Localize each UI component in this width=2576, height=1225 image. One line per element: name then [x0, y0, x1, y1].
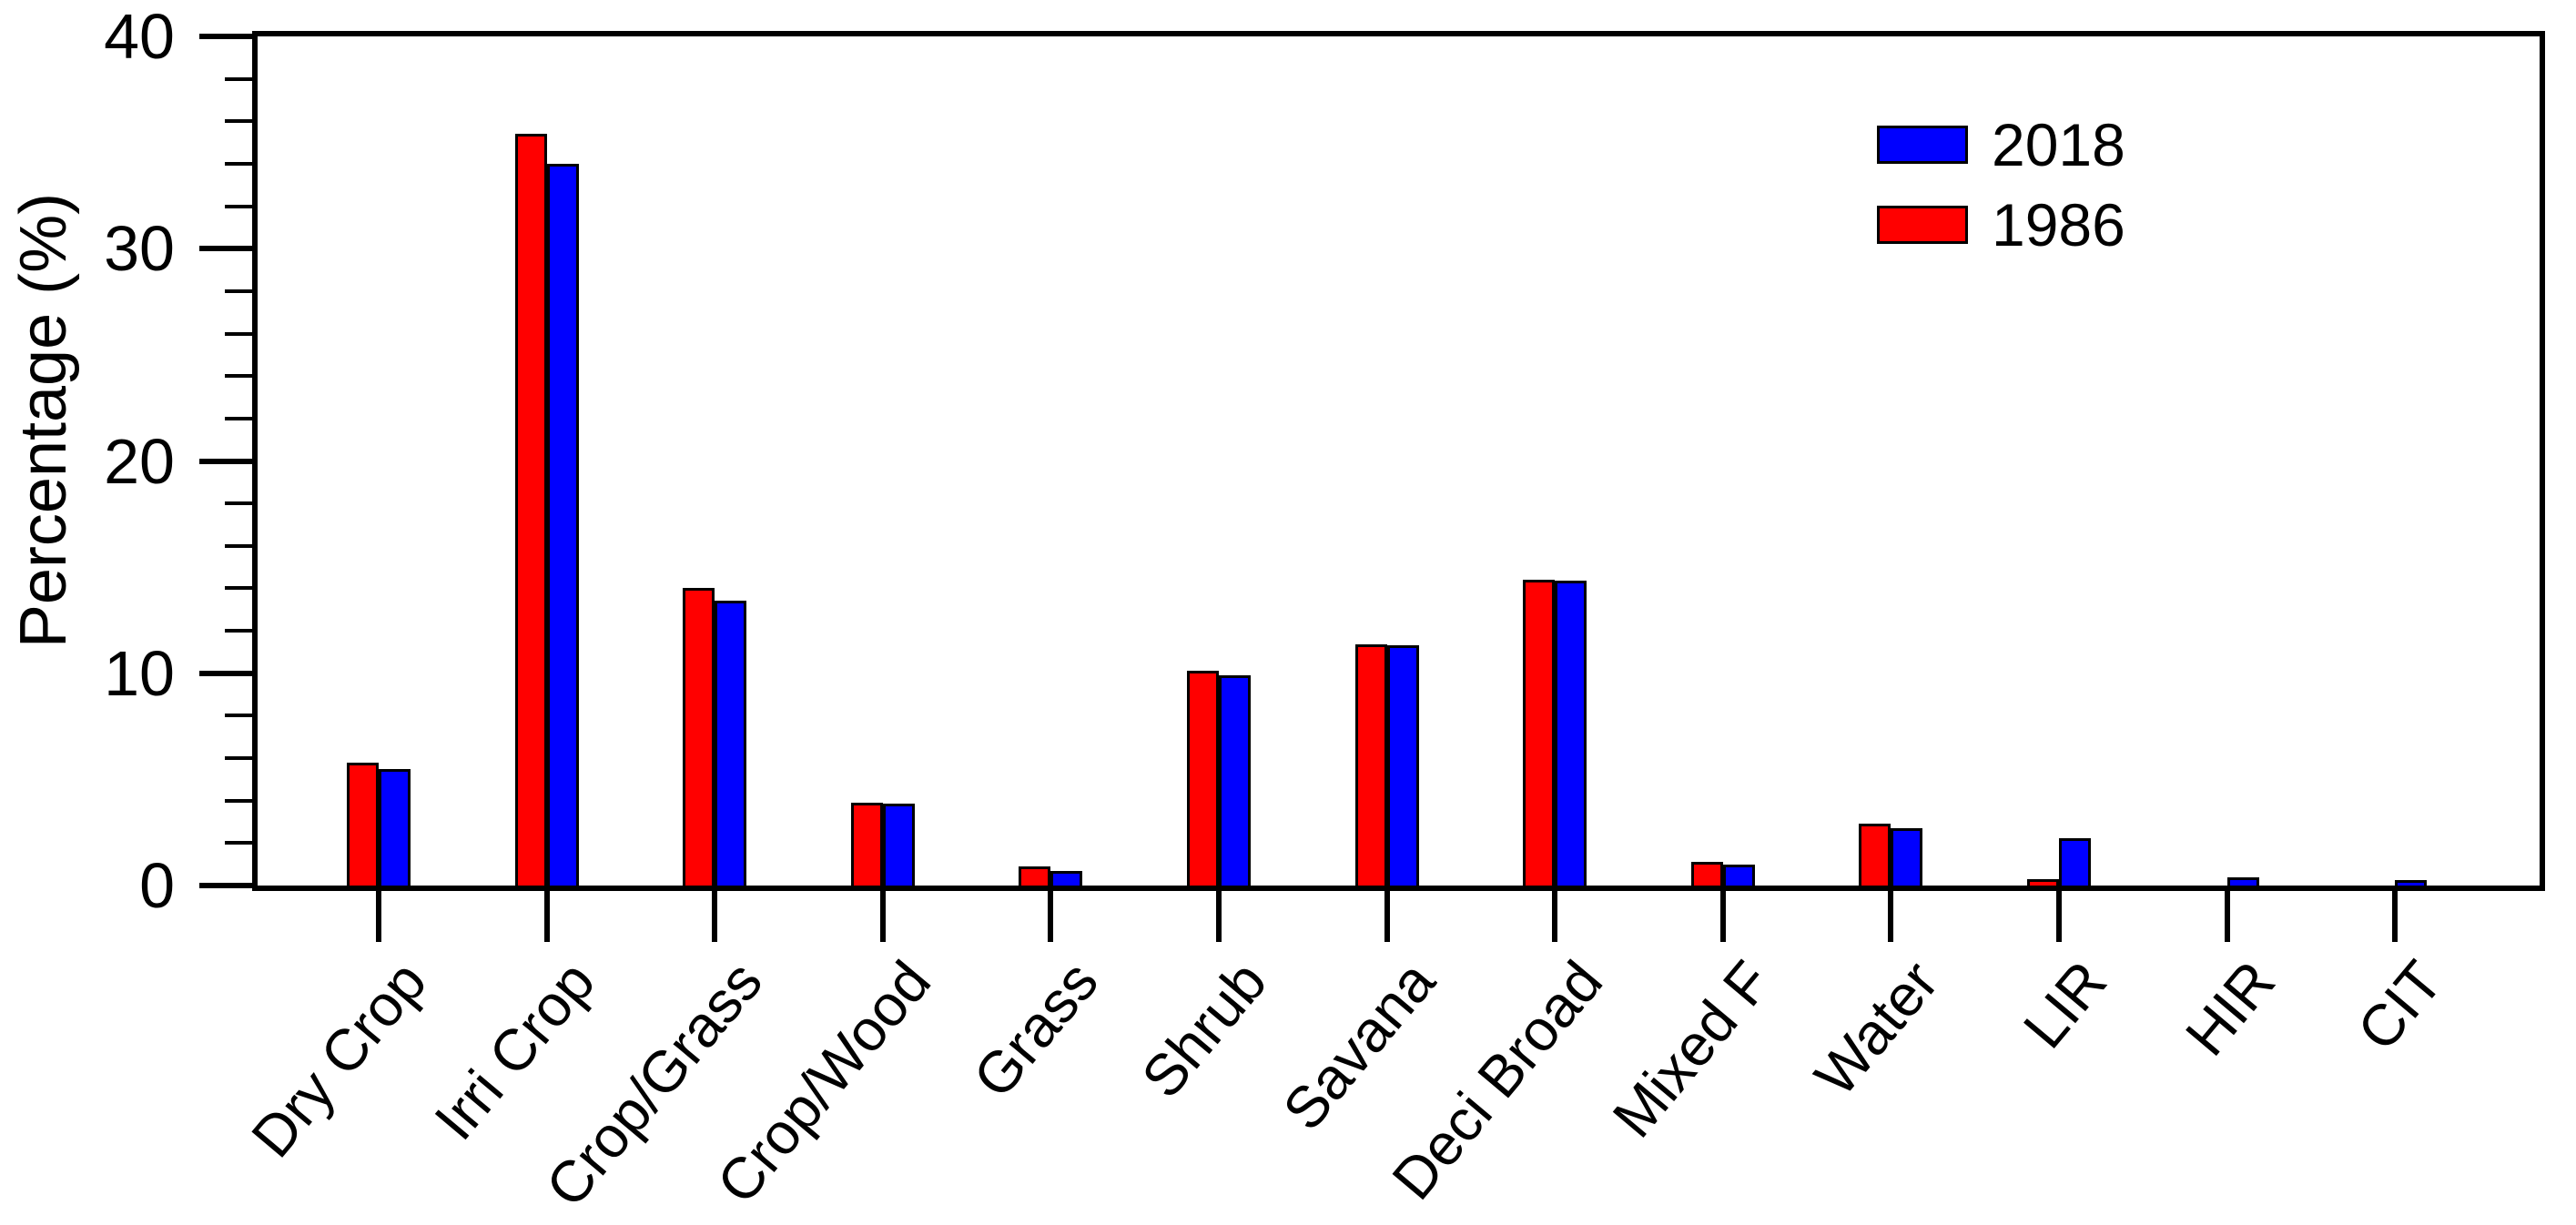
x-tick-lir	[2056, 891, 2062, 942]
x-tick-deci-broad	[1552, 891, 1558, 942]
y-minor-tick-18	[225, 501, 252, 506]
y-minor-tick-6	[225, 756, 252, 761]
bar-1986-mixed-f	[1690, 862, 1723, 886]
bar-2018-savana	[1386, 645, 1419, 886]
y-tick-label-40: 40	[104, 1, 175, 72]
x-label-dry-crop: Dry Crop	[238, 948, 440, 1169]
legend: 2018 1986	[1877, 115, 2125, 282]
x-tick-savana	[1384, 891, 1390, 942]
bar-2018-deci-broad	[1555, 581, 1587, 886]
legend-item-2018: 2018	[1877, 115, 2125, 175]
y-minor-tick-4	[225, 798, 252, 803]
y-minor-tick-32	[225, 204, 252, 208]
bar-2018-grass	[1050, 870, 1083, 886]
bar-1986-savana	[1354, 644, 1387, 886]
x-tick-hir	[2224, 891, 2230, 942]
bar-2018-lir	[2059, 837, 2091, 886]
bar-2018-irri-crop	[546, 163, 579, 886]
y-major-tick-40	[199, 34, 252, 39]
y-minor-tick-22	[225, 416, 252, 420]
bar-2018-crop-wood	[882, 804, 915, 886]
x-label-lir: LIR	[2010, 948, 2120, 1061]
x-tick-irri-crop	[543, 891, 550, 942]
legend-label-2018: 2018	[1992, 111, 2125, 178]
x-label-savana: Savana	[1270, 948, 1447, 1142]
y-minor-tick-24	[225, 374, 252, 379]
y-tick-label-0: 0	[139, 850, 175, 921]
x-tick-dry-crop	[376, 891, 381, 942]
y-tick-label-20: 20	[104, 425, 175, 497]
legend-swatch-2018	[1877, 126, 1968, 164]
bar-2018-mixed-f	[1722, 864, 1755, 886]
bar-1986-dry-crop	[347, 762, 379, 886]
y-minor-tick-28	[225, 289, 252, 293]
y-minor-tick-38	[225, 76, 252, 81]
x-label-shrub: Shrub	[1129, 948, 1280, 1110]
x-tick-grass	[1048, 891, 1054, 942]
y-major-tick-10	[199, 670, 252, 676]
y-major-tick-0	[199, 883, 252, 888]
x-label-hir: HIR	[2172, 948, 2287, 1068]
y-minor-tick-34	[225, 161, 252, 166]
y-tick-label-30: 30	[104, 213, 175, 285]
bar-2018-cit	[2395, 880, 2428, 886]
y-minor-tick-2	[225, 841, 252, 845]
bar-2018-hir	[2226, 876, 2259, 886]
y-minor-tick-8	[225, 714, 252, 718]
y-major-tick-30	[199, 246, 252, 252]
x-tick-mixed-f	[1719, 891, 1726, 942]
legend-label-1986: 1986	[1992, 191, 2125, 258]
x-label-irri-crop: Irri Crop	[421, 948, 607, 1152]
bar-1986-shrub	[1187, 671, 1219, 886]
bar-2018-dry-crop	[379, 768, 411, 886]
bar-1986-crop-wood	[850, 803, 883, 886]
y-minor-tick-12	[225, 629, 252, 633]
bar-1986-crop-grass	[683, 588, 715, 886]
legend-swatch-1986	[1877, 206, 1968, 244]
y-minor-tick-14	[225, 586, 252, 591]
x-label-cit: CIT	[2344, 948, 2456, 1063]
x-tick-water	[1888, 891, 1894, 942]
y-minor-tick-16	[225, 543, 252, 548]
x-label-grass: Grass	[960, 948, 1111, 1110]
x-tick-crop-wood	[879, 891, 886, 942]
bar-2018-crop-grass	[715, 601, 747, 886]
bar-2018-water	[1891, 828, 1923, 886]
plot-area	[199, 31, 2545, 942]
y-tick-label-10: 10	[104, 637, 175, 709]
x-label-mixed-f: Mixed F	[1599, 948, 1783, 1150]
x-label-water: Water	[1802, 948, 1952, 1109]
y-minor-tick-36	[225, 119, 252, 124]
x-tick-cit	[2392, 891, 2399, 942]
bar-1986-irri-crop	[514, 134, 547, 886]
x-tick-crop-grass	[712, 891, 718, 942]
bar-1986-water	[1859, 824, 1891, 886]
y-major-tick-20	[199, 458, 252, 464]
legend-item-1986: 1986	[1877, 195, 2125, 255]
x-tick-shrub	[1216, 891, 1222, 942]
bar-2018-shrub	[1219, 675, 1251, 886]
bar-1986-deci-broad	[1523, 580, 1556, 886]
y-minor-tick-26	[225, 331, 252, 336]
bar-1986-lir	[2027, 879, 2059, 886]
bar-1986-grass	[1019, 866, 1051, 886]
